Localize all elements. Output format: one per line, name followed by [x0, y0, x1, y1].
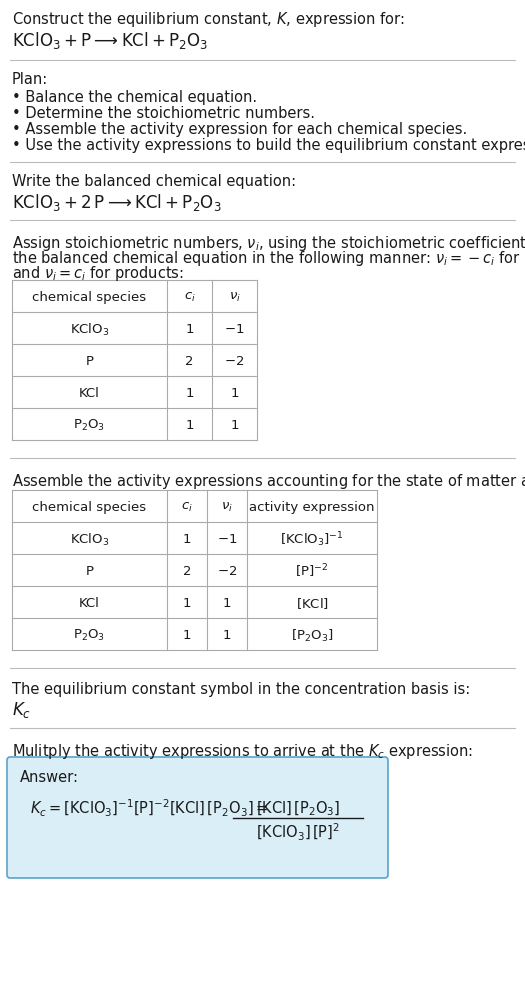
Text: 1: 1	[183, 597, 191, 610]
Text: activity expression: activity expression	[249, 501, 375, 514]
Text: $[\mathrm{P}]^{-2}$: $[\mathrm{P}]^{-2}$	[296, 563, 329, 580]
Text: Plan:: Plan:	[12, 72, 48, 87]
Text: $\nu_i$: $\nu_i$	[228, 291, 240, 304]
Text: KCl: KCl	[79, 387, 100, 401]
Text: $\mathrm{KClO_3}$: $\mathrm{KClO_3}$	[70, 321, 109, 338]
Text: The equilibrium constant symbol in the concentration basis is:: The equilibrium constant symbol in the c…	[12, 682, 470, 697]
Text: $\mathrm{KClO_3}$: $\mathrm{KClO_3}$	[70, 532, 109, 548]
Text: 1: 1	[223, 629, 231, 642]
Text: 1: 1	[185, 419, 194, 432]
Text: $-2$: $-2$	[217, 566, 237, 579]
Text: $[\mathrm{KClO_3}]\,[\mathrm{P}]^2$: $[\mathrm{KClO_3}]\,[\mathrm{P}]^2$	[256, 822, 340, 843]
Text: P: P	[86, 355, 93, 368]
Text: $-1$: $-1$	[217, 533, 237, 546]
Text: $[\mathrm{KCl}]$: $[\mathrm{KCl}]$	[296, 596, 329, 611]
FancyBboxPatch shape	[7, 757, 388, 878]
Text: chemical species: chemical species	[33, 291, 146, 304]
Text: 1: 1	[230, 387, 239, 401]
Text: Construct the equilibrium constant, $K$, expression for:: Construct the equilibrium constant, $K$,…	[12, 10, 405, 29]
Text: • Assemble the activity expression for each chemical species.: • Assemble the activity expression for e…	[12, 122, 467, 137]
Text: Assemble the activity expressions accounting for the state of matter and $\nu_i$: Assemble the activity expressions accoun…	[12, 472, 525, 491]
Text: 2: 2	[183, 566, 191, 579]
Text: $-1$: $-1$	[224, 323, 245, 336]
Text: $\mathrm{P_2O_3}$: $\mathrm{P_2O_3}$	[74, 628, 106, 643]
Text: Mulitply the activity expressions to arrive at the $K_c$ expression:: Mulitply the activity expressions to arr…	[12, 742, 473, 761]
Text: and $\nu_i = c_i$ for products:: and $\nu_i = c_i$ for products:	[12, 264, 184, 283]
Text: 1: 1	[230, 419, 239, 432]
Text: 1: 1	[185, 323, 194, 336]
Text: Assign stoichiometric numbers, $\nu_i$, using the stoichiometric coefficients, $: Assign stoichiometric numbers, $\nu_i$, …	[12, 234, 525, 253]
Text: $\mathrm{KClO_3 + P \longrightarrow KCl + P_2O_3}$: $\mathrm{KClO_3 + P \longrightarrow KCl …	[12, 30, 208, 51]
Text: Answer:: Answer:	[20, 770, 79, 785]
Text: $K_c$: $K_c$	[12, 700, 31, 720]
Text: $\mathrm{KClO_3 + 2\,P \longrightarrow KCl + P_2O_3}$: $\mathrm{KClO_3 + 2\,P \longrightarrow K…	[12, 192, 222, 213]
Text: Write the balanced chemical equation:: Write the balanced chemical equation:	[12, 174, 296, 189]
Text: $\nu_i$: $\nu_i$	[221, 501, 233, 514]
Text: chemical species: chemical species	[33, 501, 146, 514]
Text: $\mathrm{P_2O_3}$: $\mathrm{P_2O_3}$	[74, 418, 106, 433]
Text: $-2$: $-2$	[224, 355, 245, 368]
Text: • Use the activity expressions to build the equilibrium constant expression.: • Use the activity expressions to build …	[12, 138, 525, 153]
Text: $[\mathrm{KClO_3}]^{-1}$: $[\mathrm{KClO_3}]^{-1}$	[280, 530, 344, 549]
Text: $[\mathrm{P_2O_3}]$: $[\mathrm{P_2O_3}]$	[291, 627, 333, 644]
Text: P: P	[86, 566, 93, 579]
Text: 1: 1	[223, 597, 231, 610]
Text: $c_i$: $c_i$	[181, 501, 193, 514]
Text: 1: 1	[185, 387, 194, 401]
Text: • Determine the stoichiometric numbers.: • Determine the stoichiometric numbers.	[12, 106, 315, 121]
Text: KCl: KCl	[79, 597, 100, 610]
Text: 1: 1	[183, 629, 191, 642]
Text: $K_c = [\mathrm{KClO_3}]^{-1}[\mathrm{P}]^{-2}[\mathrm{KCl}]\,[\mathrm{P_2O_3}] : $K_c = [\mathrm{KClO_3}]^{-1}[\mathrm{P}…	[30, 798, 268, 819]
Text: • Balance the chemical equation.: • Balance the chemical equation.	[12, 90, 257, 105]
Text: 2: 2	[185, 355, 194, 368]
Text: 1: 1	[183, 533, 191, 546]
Text: $c_i$: $c_i$	[184, 291, 195, 304]
Text: $[\mathrm{KCl}]\,[\mathrm{P_2O_3}]$: $[\mathrm{KCl}]\,[\mathrm{P_2O_3}]$	[256, 800, 340, 818]
Text: the balanced chemical equation in the following manner: $\nu_i = -c_i$ for react: the balanced chemical equation in the fo…	[12, 249, 525, 268]
